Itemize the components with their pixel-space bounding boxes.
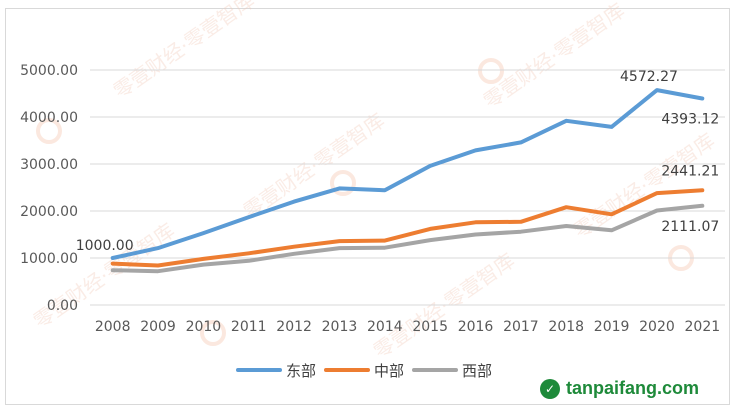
x-tick-label: 2016 (458, 319, 494, 335)
data-label: 4572.27 (620, 69, 678, 85)
brand-logo: ✓ tanpaifang.com (540, 378, 699, 399)
brand-text: tanpaifang.com (566, 378, 700, 398)
x-tick-label: 2018 (548, 319, 584, 335)
x-tick-label: 2020 (639, 319, 675, 335)
y-tick-label: 3000.00 (20, 157, 78, 173)
watermark-logo-icon (478, 58, 504, 84)
leaf-badge-icon: ✓ (540, 378, 560, 399)
legend-label: 中部 (374, 362, 404, 380)
legend-label: 东部 (286, 362, 316, 380)
x-tick-label: 2010 (186, 319, 222, 335)
y-tick-label: 5000.00 (20, 63, 78, 79)
x-tick-label: 2013 (322, 319, 358, 335)
watermark-logo-icon (330, 170, 356, 196)
legend-label: 西部 (462, 362, 492, 380)
series-line-1 (110, 88, 705, 260)
x-tick-label: 2011 (231, 319, 267, 335)
y-tick-label: 0.00 (47, 298, 78, 314)
x-tick-label: 2012 (276, 319, 312, 335)
x-tick-label: 2021 (685, 319, 721, 335)
data-label: 1000.00 (76, 238, 134, 254)
x-tick-label: 2014 (367, 319, 403, 335)
x-tick-label: 2009 (140, 319, 176, 335)
x-tick-label: 2017 (503, 319, 539, 335)
y-tick-label: 1000.00 (20, 251, 78, 267)
data-label: 2111.07 (661, 219, 719, 235)
series-line-3 (110, 203, 705, 274)
watermark-logo-icon (200, 320, 226, 346)
x-tick-label: 2008 (95, 319, 131, 335)
watermark-logo-icon (36, 118, 62, 144)
x-tick-label: 2019 (594, 319, 630, 335)
chart-frame (5, 8, 730, 405)
y-tick-label: 4000.00 (20, 110, 78, 126)
series-line-2 (110, 188, 705, 268)
data-label: 4393.12 (661, 112, 719, 128)
x-tick-label: 2015 (412, 319, 448, 335)
y-tick-label: 2000.00 (20, 204, 78, 220)
data-label: 2441.21 (661, 163, 719, 179)
